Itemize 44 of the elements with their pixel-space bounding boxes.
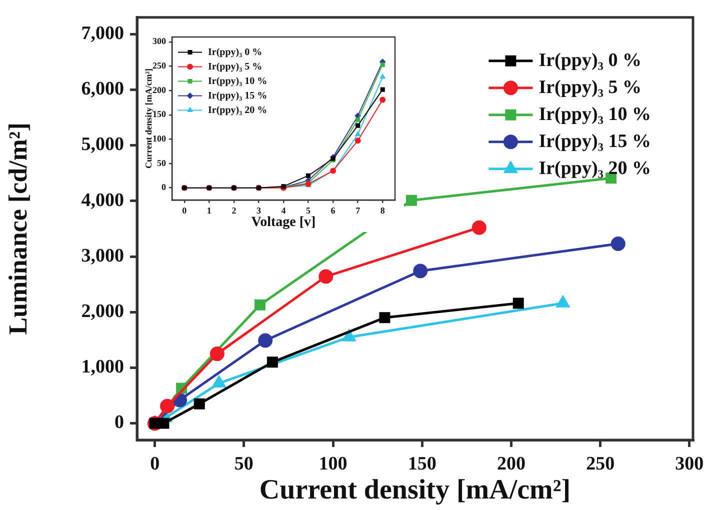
- x-tick-label: 100: [318, 453, 348, 474]
- x-tick-label: 4: [281, 206, 286, 216]
- x-tick-label: 200: [496, 453, 526, 474]
- x-tick-label: 6: [330, 206, 336, 216]
- x-tick-label: 1: [206, 206, 212, 216]
- legend-label: Ir(ppy)₃ 20 %: [538, 158, 651, 179]
- x-tick-label: 8: [380, 206, 386, 216]
- y-tick-label: 7,000: [81, 22, 124, 44]
- legend-label: Ir(ppy)₃ 0 %: [208, 46, 262, 58]
- legend-label: Ir(ppy)₃ 0 %: [538, 50, 642, 71]
- x-tick-label: 3: [256, 206, 262, 216]
- x-axis-title: Voltage [v]: [251, 215, 316, 230]
- x-tick-label: 2: [232, 206, 237, 216]
- x-tick-label: 250: [586, 453, 615, 474]
- y-tick-label: 250: [152, 60, 166, 71]
- x-tick-label: 7: [356, 206, 361, 216]
- legend-label: Ir(ppy)₃ 5 %: [208, 61, 262, 72]
- y-tick-label: 4,000: [81, 190, 124, 211]
- y-tick-label: 50: [157, 158, 166, 168]
- y-tick-label: 0: [162, 182, 166, 192]
- legend-label: Ir(ppy)₃ 15 %: [538, 130, 651, 152]
- y-tick-label: 0: [114, 412, 124, 434]
- y-tick-label: 6,000: [81, 78, 124, 100]
- y-tick-label: 3,000: [81, 245, 124, 266]
- legend-label: Ir(ppy)₃ 15 %: [208, 90, 268, 102]
- legend-label: Ir(ppy)₃ 10 %: [208, 76, 268, 87]
- y-tick-label: 100: [152, 134, 166, 144]
- x-tick-label: 150: [408, 453, 436, 474]
- legend-label: Ir(ppy)₃ 5 %: [538, 76, 642, 98]
- x-tick-label: 50: [234, 453, 254, 474]
- legend-label: Ir(ppy)₃ 10 %: [538, 104, 651, 125]
- x-axis-title: Current density [mA/cm²]: [259, 474, 571, 506]
- y-tick-label: 150: [152, 109, 166, 120]
- legend-label: Ir(ppy)₃ 20 %: [208, 104, 268, 116]
- y-tick-label: 1,000: [81, 356, 124, 378]
- y-tick-label: 5,000: [81, 134, 124, 156]
- x-tick-label: 300: [675, 453, 704, 474]
- y-axis-title: Current density [mA/cm²]: [144, 68, 154, 169]
- y-tick-label: 200: [152, 84, 166, 95]
- y-tick-label: 300: [152, 36, 166, 46]
- x-tick-label: 5: [306, 206, 312, 216]
- x-tick-label: 0: [182, 206, 188, 216]
- y-tick-label: 2,000: [81, 301, 124, 322]
- y-axis-title: Luminance [cd/m²]: [3, 122, 32, 335]
